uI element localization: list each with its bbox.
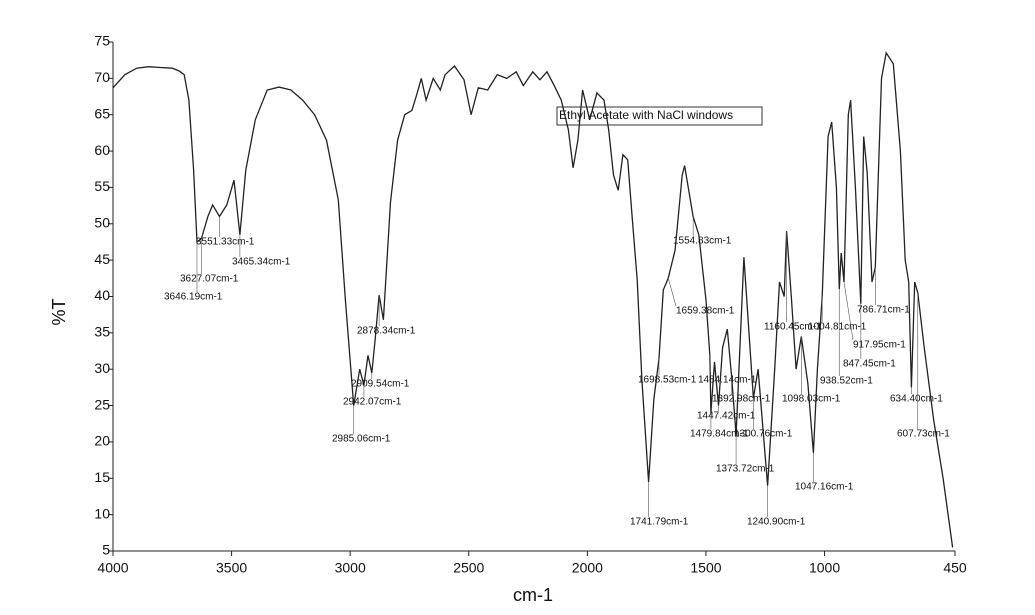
spectrum-line xyxy=(112,51,954,548)
annotation-label: 847.45cm-1 xyxy=(843,359,896,370)
annotation-label: 634.40cm-1 xyxy=(890,394,943,405)
annotation-label: 1659.38cm-1 xyxy=(676,306,735,317)
x-tick-label: 1500 xyxy=(690,560,721,576)
x-axis-label: cm-1 xyxy=(513,585,553,605)
annotation-label: 1484.14cm-1 xyxy=(698,375,757,386)
annotation-label: 3551.33cm-1 xyxy=(196,237,255,248)
annotation-label: 1479.84cm-1 xyxy=(690,429,749,440)
x-tick-label: 1000 xyxy=(809,560,840,576)
annotation-label: 3646.19cm-1 xyxy=(164,292,223,303)
y-tick-label: 75 xyxy=(94,33,110,49)
y-tick-label: 10 xyxy=(94,505,110,521)
annotation-label: 3465.34cm-1 xyxy=(232,257,291,268)
annotation-label: 1373.72cm-1 xyxy=(716,464,775,475)
y-tick-label: 55 xyxy=(94,178,110,194)
y-tick-label: 35 xyxy=(94,324,110,340)
y-tick-label: 60 xyxy=(94,142,110,158)
annotation-label: 1698.53cm-1 xyxy=(638,375,697,386)
annotation-label: 607.73cm-1 xyxy=(897,429,950,440)
annotation-label: 2942.07cm-1 xyxy=(343,397,402,408)
annotation-label: 786.71cm-1 xyxy=(857,305,910,316)
annotation-label: 1447.42cm-1 xyxy=(697,411,756,422)
x-tick-label: 2500 xyxy=(453,560,484,576)
annotation-label: 1004.81cm-1 xyxy=(808,322,867,333)
annotation-label: 938.52cm-1 xyxy=(820,376,873,387)
y-axis-label: %T xyxy=(49,298,69,325)
y-tick-label: 5 xyxy=(102,542,110,558)
annotation-label: 1240.90cm-1 xyxy=(747,517,806,528)
y-tick-label: 25 xyxy=(94,396,110,412)
x-tick-label: 4000 xyxy=(97,560,128,576)
y-tick-label: 45 xyxy=(94,251,110,267)
y-tick-label: 70 xyxy=(94,69,110,85)
annotation-label: 2909.54cm-1 xyxy=(351,379,410,390)
y-tick-label: 20 xyxy=(94,433,110,449)
annotation-label: 3627.07cm-1 xyxy=(180,274,239,285)
annotation-label: 1554.83cm-1 xyxy=(673,236,732,247)
y-tick-label: 15 xyxy=(94,469,110,485)
y-tick-label: 30 xyxy=(94,360,110,376)
annotation-label: 917.95cm-1 xyxy=(853,340,906,351)
annotation-label: 1098.03cm-1 xyxy=(782,394,841,405)
y-tick-label: 65 xyxy=(94,105,110,121)
x-tick-label: 2000 xyxy=(572,560,603,576)
annotation-label: 1300.76cm-1 xyxy=(734,429,793,440)
y-tick-label: 50 xyxy=(94,214,110,230)
x-tick-label: 450 xyxy=(943,560,967,576)
annotation-leader xyxy=(667,278,677,307)
annotation-label: 1392.98cm-1 xyxy=(712,394,771,405)
annotation-leader xyxy=(843,281,854,341)
legend-box xyxy=(556,106,763,126)
annotation-label: 2878.34cm-1 xyxy=(357,326,416,337)
y-tick-label: 40 xyxy=(94,287,110,303)
annotation-label: 2985.06cm-1 xyxy=(332,434,391,445)
annotation-label: 1160.45cm-1 xyxy=(764,322,822,333)
legend-text: Ethyl Acetate with NaCl windows xyxy=(559,108,733,122)
x-tick-label: 3500 xyxy=(216,560,247,576)
annotation-label: 1741.79cm-1 xyxy=(630,517,689,528)
x-tick-label: 3000 xyxy=(335,560,366,576)
annotation-label: 1047.16cm-1 xyxy=(795,482,854,493)
